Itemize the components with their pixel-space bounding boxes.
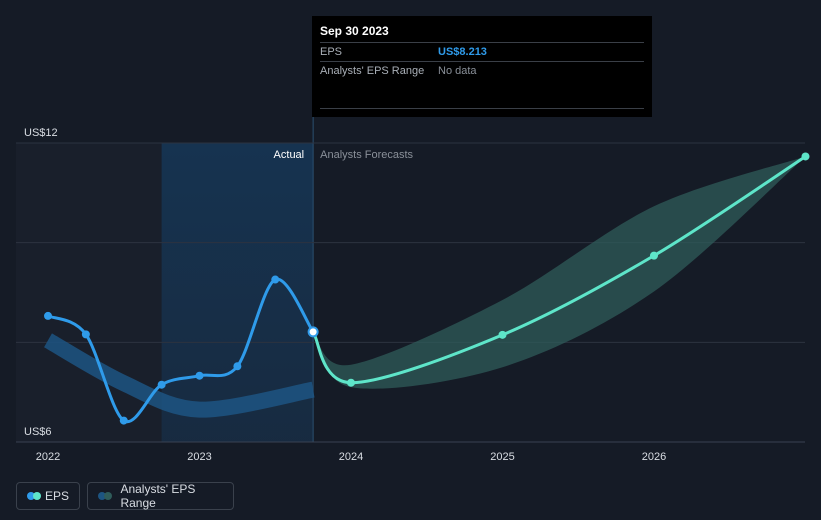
- legend-range[interactable]: Analysts' EPS Range: [87, 482, 234, 510]
- tooltip-divider: [320, 108, 644, 109]
- x-tick-label: 2024: [339, 451, 363, 463]
- x-tick-label: 2022: [36, 451, 60, 463]
- tooltip-row-range: Analysts' EPS Range No data: [320, 61, 644, 80]
- tooltip-eps-label: EPS: [320, 46, 343, 58]
- forecast-label: Analysts Forecasts: [320, 149, 413, 161]
- tooltip: Sep 30 2023 EPS US$8.213 Analysts' EPS R…: [312, 16, 652, 117]
- y-tick-label: US$12: [24, 127, 58, 139]
- actual-label: Actual: [274, 149, 305, 161]
- eps-forecast-point: [801, 152, 810, 161]
- tooltip-row-eps: EPS US$8.213: [320, 42, 644, 61]
- legend-eps[interactable]: EPS: [16, 482, 80, 510]
- y-tick-label: US$6: [24, 426, 52, 438]
- eps-forecast-point: [498, 330, 507, 339]
- eps-selected-point: [307, 326, 319, 338]
- eps-forecast-point: [347, 378, 355, 387]
- tooltip-range-value: No data: [438, 65, 477, 77]
- forecast-range-band: [313, 156, 806, 389]
- tooltip-eps-value: US$8.213: [438, 46, 487, 58]
- eps-forecast-point: [650, 251, 658, 260]
- tooltip-range-label: Analysts' EPS Range: [320, 65, 425, 77]
- eps-actual-point: [195, 371, 204, 380]
- eps-actual-point: [44, 311, 52, 320]
- eps-actual-point: [157, 380, 166, 389]
- eps-actual-point: [81, 330, 90, 339]
- legend-range-label: Analysts' EPS Range: [120, 482, 196, 510]
- range-legend-icon: [98, 491, 112, 501]
- x-tick-label: 2023: [187, 451, 211, 463]
- eps-legend-icon: [27, 491, 41, 501]
- x-tick-label: 2026: [642, 451, 666, 463]
- eps-actual-point: [119, 416, 128, 425]
- eps-actual-point: [271, 275, 280, 284]
- x-tick-label: 2025: [490, 451, 514, 463]
- legend-eps-label: EPS: [44, 489, 69, 503]
- tooltip-date: Sep 30 2023: [320, 24, 389, 38]
- eps-actual-point: [233, 362, 242, 371]
- eps-forecast-line: [311, 155, 807, 385]
- actual-range-band: [44, 333, 315, 418]
